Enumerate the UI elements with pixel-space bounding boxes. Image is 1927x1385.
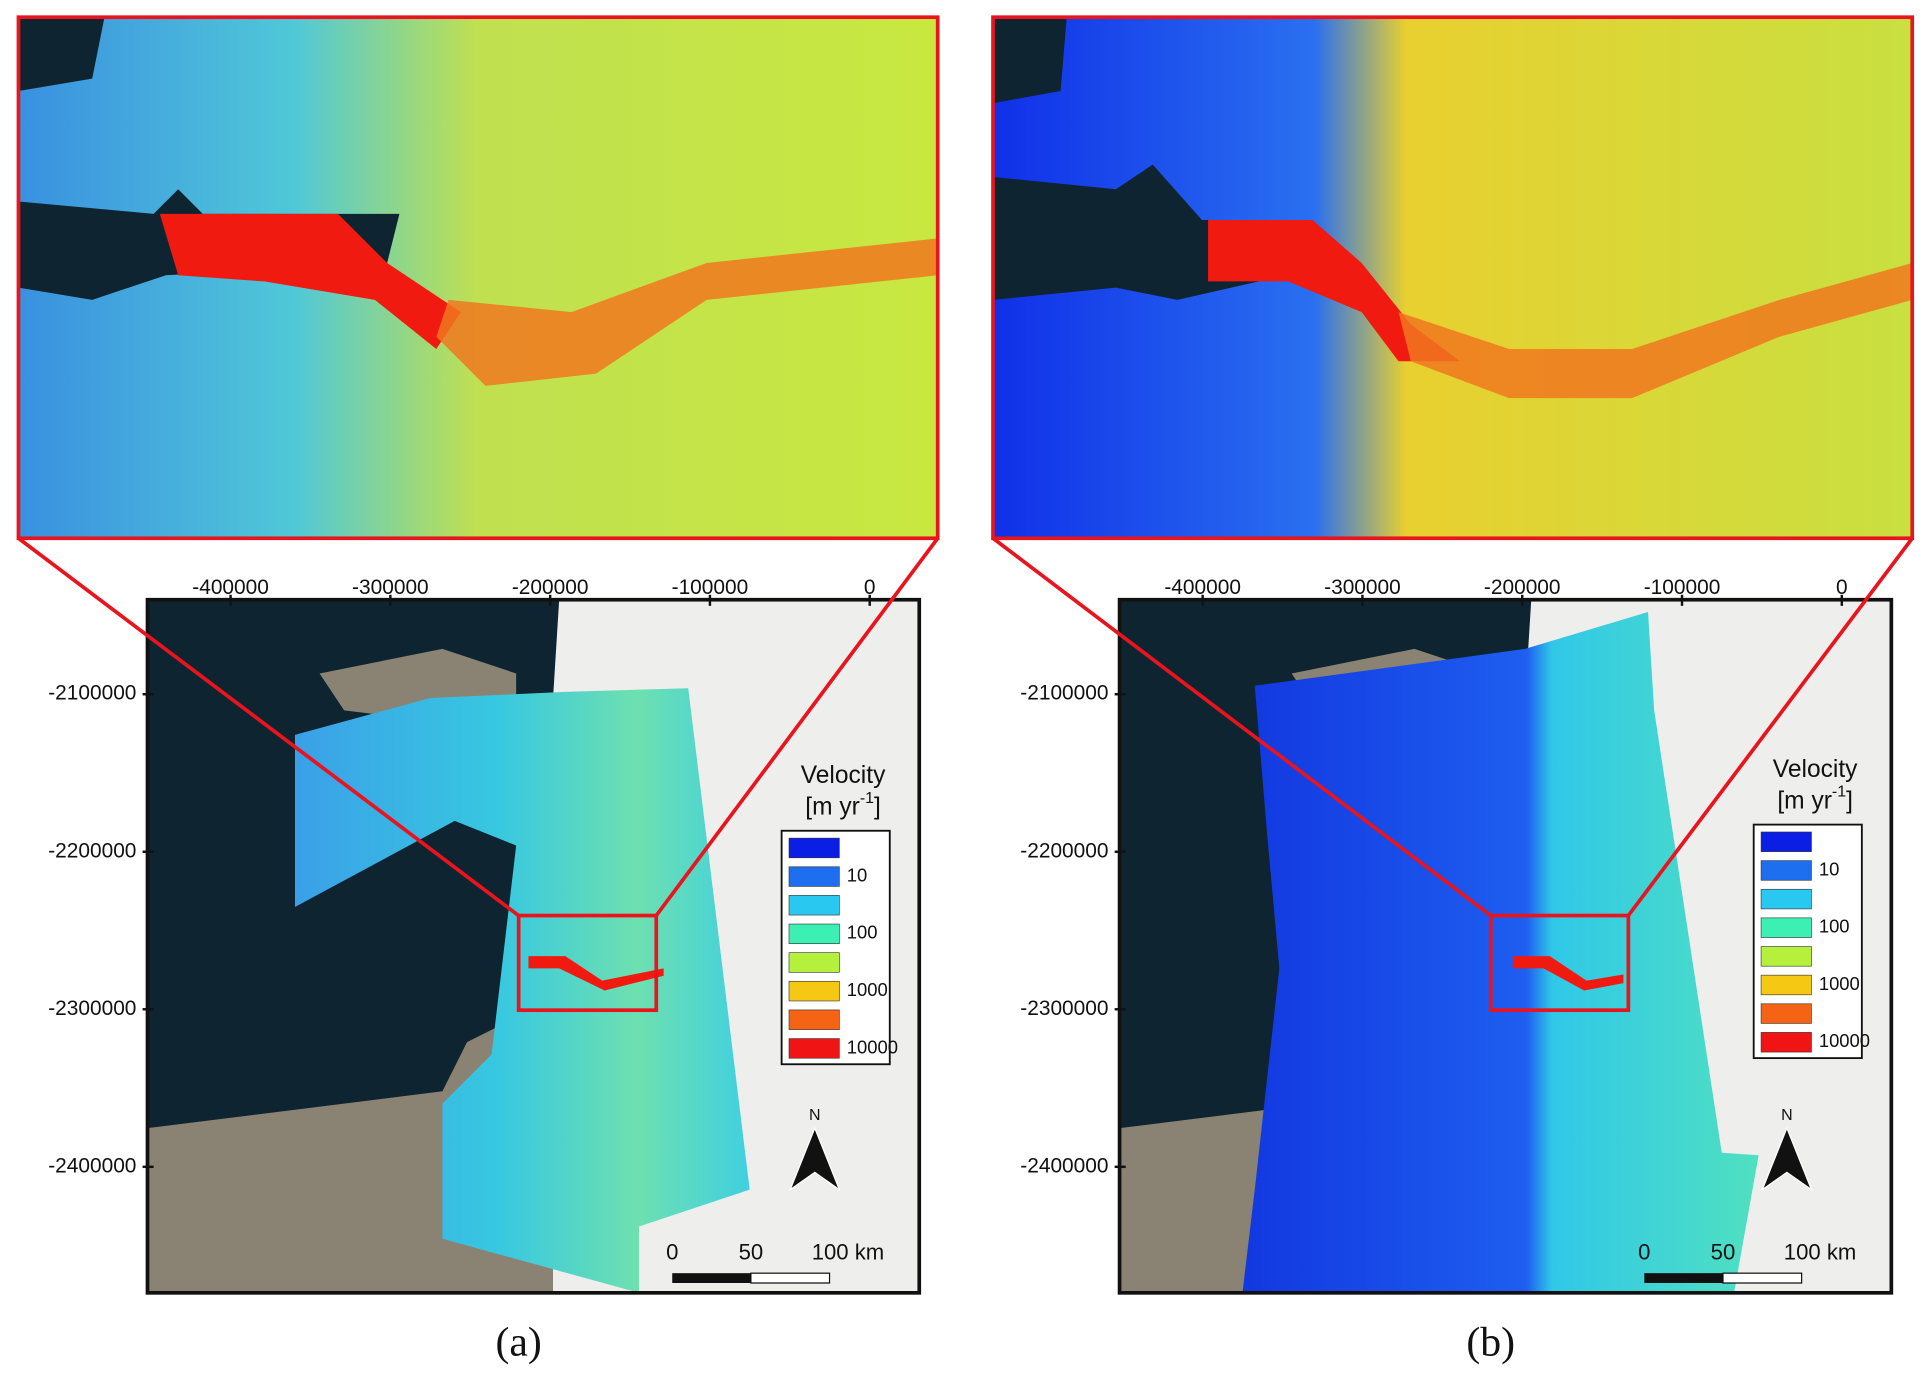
north-label: N [809,1107,821,1124]
north-arrow [1760,1126,1813,1192]
connector [1626,537,1914,917]
scale-bar-label: 0 [1638,1239,1650,1264]
unit-exponent: -1 [860,790,874,807]
x-tick-label: 0 [1836,576,1848,599]
y-tick-label: -2300000 [48,997,136,1020]
legend-swatch [788,1038,840,1059]
legend-swatch [788,866,840,887]
scale-bar-black [672,1273,751,1283]
legend-swatch [788,923,840,944]
panel: -400000 -300000 -200000 -100000 0 -2100000 -22… [16,15,940,1365]
unit-text: [m yr [805,794,860,821]
legend-label: 10000 [1819,1030,1870,1051]
unit-end: ] [1846,788,1853,815]
zoom-box [516,913,659,1013]
unit-text: [m yr [1777,788,1832,815]
legend-label: 10 [1819,858,1840,879]
velocity-field [294,688,750,1293]
zoom-inset [992,17,1913,539]
connector [991,536,1492,918]
y-tick-label: -2400000 [48,1154,136,1177]
legend-swatch [1760,831,1812,852]
x-tick-label: -300000 [1324,576,1401,599]
legend-swatch [788,980,840,1002]
legend-title: Velocity [801,762,886,789]
x-tick-label: 0 [864,576,876,599]
downstream-flow [1398,262,1913,399]
map [147,599,920,1293]
legend-label: 10 [847,864,867,885]
legend-swatch [1760,1032,1812,1053]
scale-bar-label: 50 [1711,1239,1736,1264]
scale-bar-label: 100 km [1784,1239,1857,1264]
x-tick-label: -100000 [672,576,749,599]
x-tick-label: -400000 [1164,576,1241,599]
zoom-box [1488,913,1631,1013]
stream-red [1512,956,1624,991]
scale-bar-white [750,1272,831,1284]
x-tick-label: -200000 [512,576,589,599]
y-tick-label: -2400000 [1020,1154,1108,1177]
legend-title: Velocity [1773,756,1858,783]
north-label: N [1781,1107,1793,1124]
inset-frame [16,15,940,541]
legend-swatch [788,952,840,973]
y-tick-label: -2300000 [1020,997,1108,1020]
legend-label: 1000 [847,979,888,1000]
legend-swatch [788,895,840,916]
legend-label: 10000 [847,1036,898,1057]
outlet-stream [1208,219,1460,362]
scale-bar-label: 0 [666,1239,678,1264]
connector [654,537,940,917]
downstream-flow [436,238,938,386]
scale-bar-label: 50 [739,1239,764,1264]
legend-swatch [1760,917,1812,938]
inset-frame [991,15,1915,541]
legend-unit: [m yr-1] [1777,784,1853,815]
legend-swatch [1760,888,1812,910]
y-tick-label: -2200000 [1020,839,1108,862]
x-tick-label: -300000 [352,576,429,599]
panel: -400000 -300000 -200000 -100000 0 -2100000 -22… [991,15,1915,1365]
legend-swatch [1760,860,1812,881]
scale-bar-black [1644,1273,1723,1283]
north-arrow [788,1126,841,1192]
map-frame [1117,597,1894,1295]
legend-swatch [788,837,840,859]
x-tick-label: -400000 [192,576,269,599]
y-tick-label: -2200000 [48,839,136,862]
legend-swatch [1760,946,1812,967]
legend-label: 1000 [1819,973,1860,994]
legend-label: 100 [1819,916,1850,937]
outlet-stream [159,213,461,350]
velocity-field [1242,612,1759,1293]
legend-label: 100 [847,922,878,943]
y-tick-label: -2100000 [1020,682,1108,705]
scale-bar-white [1722,1272,1803,1284]
legend-unit: [m yr-1] [805,790,881,821]
unit-exponent: -1 [1832,784,1846,801]
x-tick-label: -200000 [1484,576,1561,599]
legend-swatch [1760,1003,1812,1024]
map-frame [145,597,922,1295]
legend-swatch [788,1009,840,1030]
y-tick-label: -2100000 [48,682,136,705]
unit-end: ] [874,794,881,821]
connector [17,536,520,918]
caption: (b) [1466,1319,1515,1365]
caption: (a) [495,1319,541,1365]
zoom-inset [18,17,938,539]
stream-red [528,956,664,991]
legend-swatch [1760,974,1812,996]
x-tick-label: -100000 [1644,576,1721,599]
scale-bar-label: 100 km [812,1239,885,1264]
